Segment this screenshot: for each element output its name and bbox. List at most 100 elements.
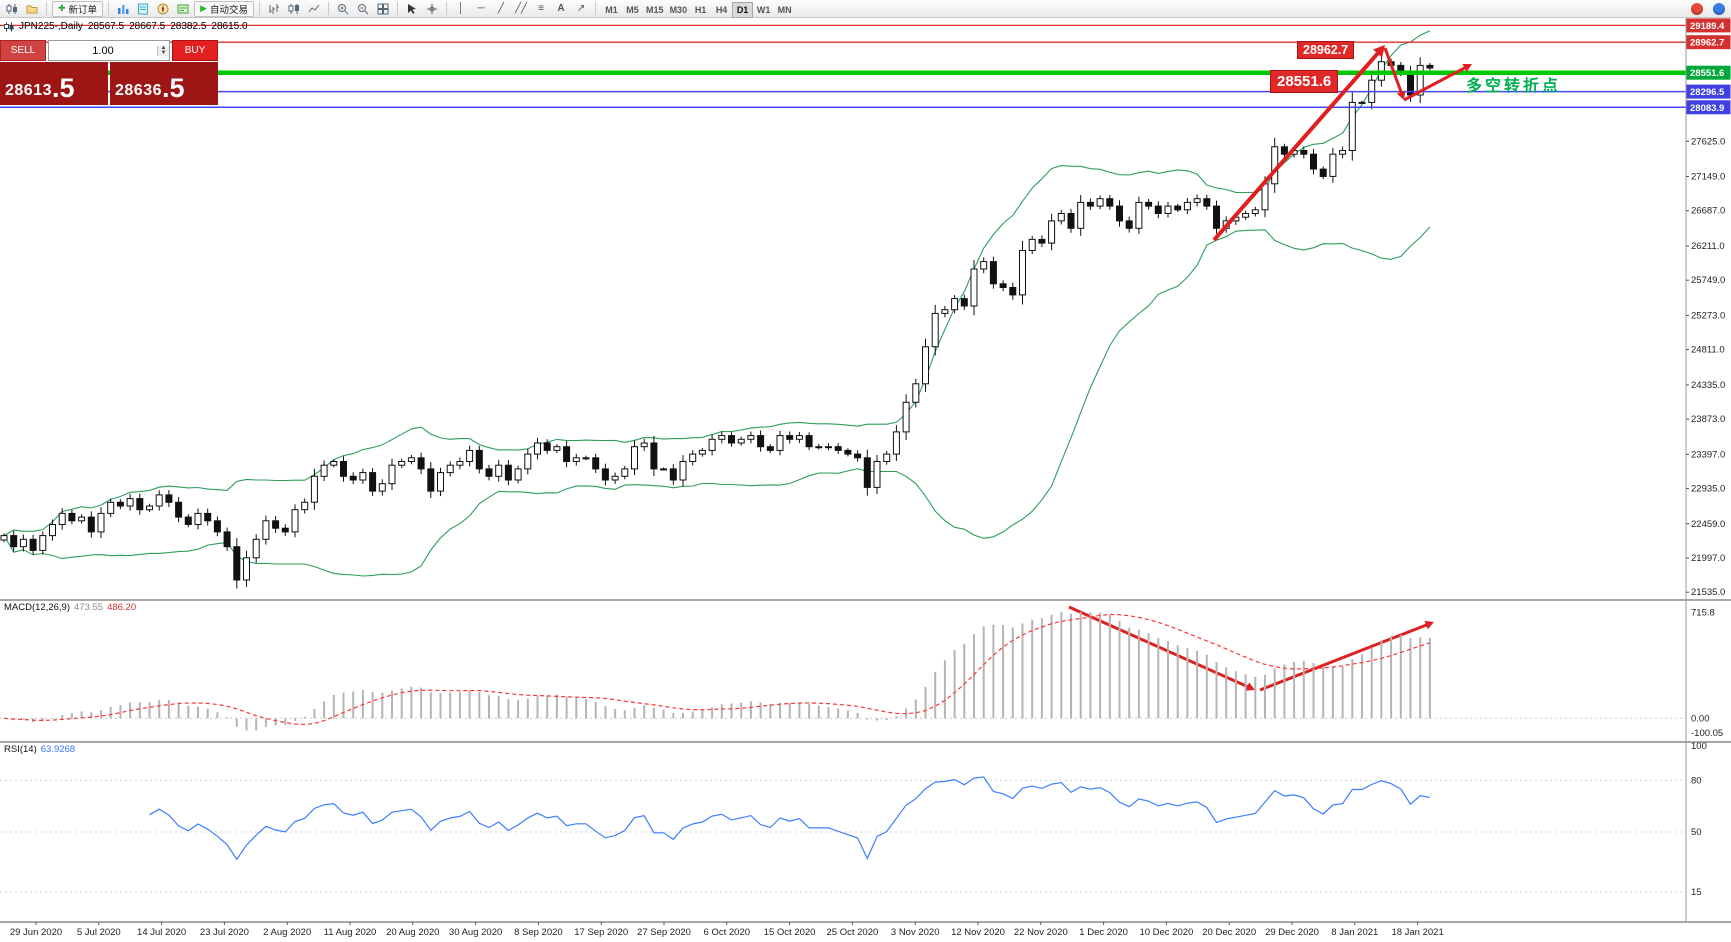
profiles-icon[interactable]	[23, 1, 41, 17]
channel-icon[interactable]: ╱╱	[512, 1, 530, 17]
buy-price-frac: .5	[162, 73, 185, 104]
toolbar-right-group	[1688, 1, 1728, 17]
timeframe-mn-button[interactable]: MN	[774, 2, 795, 18]
new-order-button[interactable]: ✚ 新订单	[52, 0, 104, 17]
svg-text:12 Nov 2020: 12 Nov 2020	[951, 927, 1005, 938]
timeframe-h1-button[interactable]: H1	[690, 2, 711, 18]
plus-icon: ✚	[58, 3, 66, 13]
zoom-out-icon[interactable]	[354, 1, 372, 17]
community-icon[interactable]	[1710, 1, 1728, 17]
svg-text:23397.0: 23397.0	[1691, 449, 1725, 460]
timeframe-m5-button[interactable]: M5	[622, 2, 643, 18]
time-axis[interactable]: 29 Jun 2020 5 Jul 2020 14 Jul 2020 23 Jul 2…	[10, 922, 1444, 938]
svg-text:29 Jun 2020: 29 Jun 2020	[10, 927, 62, 938]
autotrading-button[interactable]: ▶ 自动交易	[194, 0, 254, 17]
fibonacci-icon[interactable]: ≡	[532, 1, 550, 17]
svg-text:25 Oct 2020: 25 Oct 2020	[827, 927, 879, 938]
macd-main-value: 473.55	[74, 602, 104, 613]
macd-pane	[0, 611, 1686, 731]
svg-text:100: 100	[1691, 741, 1707, 752]
lot-increase-button[interactable]: ▲	[158, 45, 169, 51]
support-price-label[interactable]: 28551.6	[1270, 70, 1339, 93]
toolbar-separator	[46, 2, 47, 15]
timeframe-d1-button[interactable]: D1	[732, 1, 754, 18]
svg-text:28296.5: 28296.5	[1690, 87, 1725, 98]
svg-text:21997.0: 21997.0	[1691, 553, 1725, 564]
navigator-icon[interactable]	[154, 1, 172, 17]
buy-price[interactable]: 28636 .5	[110, 62, 218, 105]
symbol-chart-icon	[4, 22, 14, 31]
notification-icon[interactable]	[1688, 1, 1706, 17]
arrow-tools-icon[interactable]: ↗	[572, 1, 590, 17]
bollinger-bands	[3, 30, 1431, 577]
svg-text:11 Aug 2020: 11 Aug 2020	[324, 927, 377, 938]
svg-text:15: 15	[1691, 887, 1702, 898]
sell-price-whole: 28613	[5, 82, 52, 99]
timeframe-w1-button[interactable]: W1	[753, 2, 774, 18]
svg-text:29 Dec 2020: 29 Dec 2020	[1265, 927, 1319, 938]
autotrading-label: 自动交易	[209, 4, 248, 16]
lot-size-field[interactable]: 1.00 ▲ ▼	[48, 40, 170, 61]
toolbar: ✚ 新订单 ▶ 自动交易 │ ─ ╱ ╱╱	[0, 0, 1731, 18]
new-chart-icon[interactable]	[3, 1, 21, 17]
line-chart-icon[interactable]	[305, 1, 323, 17]
crosshair-icon[interactable]	[423, 1, 441, 17]
svg-text:14 Jul 2020: 14 Jul 2020	[137, 927, 186, 938]
svg-text:0.00: 0.00	[1691, 713, 1710, 724]
svg-text:28551.6: 28551.6	[1690, 68, 1724, 79]
svg-text:10 Dec 2020: 10 Dec 2020	[1139, 927, 1193, 938]
new-order-label: 新订单	[68, 4, 98, 16]
zoom-in-icon[interactable]	[334, 1, 352, 17]
data-window-icon[interactable]	[134, 1, 152, 17]
cursor-icon[interactable]	[403, 1, 421, 17]
candlestick-chart-icon[interactable]	[285, 1, 303, 17]
sell-button[interactable]: SELL	[0, 40, 46, 61]
timeframe-m15-button[interactable]: M15	[643, 2, 667, 18]
svg-text:18 Jan 2021: 18 Jan 2021	[1391, 927, 1443, 938]
svg-text:24335.0: 24335.0	[1691, 380, 1725, 391]
svg-text:22459.0: 22459.0	[1691, 519, 1725, 530]
timeframe-m30-button[interactable]: M30	[667, 2, 691, 18]
horizontal-line-icon[interactable]: ─	[472, 1, 490, 17]
toolbar-separator	[328, 2, 329, 15]
svg-text:22 Nov 2020: 22 Nov 2020	[1014, 927, 1068, 938]
pane-separators[interactable]	[0, 18, 1731, 923]
text-label-icon[interactable]: A	[552, 1, 570, 17]
low-value: 28382.5	[170, 21, 207, 32]
svg-text:26211.0: 26211.0	[1691, 241, 1725, 252]
horizontal-price-lines[interactable]	[0, 24, 1686, 109]
tile-windows-icon[interactable]	[374, 1, 392, 17]
timeframe-m1-button[interactable]: M1	[601, 2, 622, 18]
turning-point-note[interactable]: 多空转折点	[1466, 78, 1562, 95]
svg-text:30 Aug 2020: 30 Aug 2020	[449, 927, 502, 938]
price-scale[interactable]: 27625.0 27149.0 26687.0 26211.0 25749.0 25273…	[1686, 18, 1731, 898]
timeframe-h4-button[interactable]: H4	[711, 2, 732, 18]
svg-text:27149.0: 27149.0	[1691, 172, 1725, 183]
bar-chart-icon[interactable]	[265, 1, 283, 17]
toolbar-separator	[108, 2, 110, 15]
svg-text:17 Sep 2020: 17 Sep 2020	[574, 927, 628, 938]
svg-text:29189.4: 29189.4	[1690, 21, 1725, 32]
trendline-icon[interactable]: ╱	[492, 1, 510, 17]
lot-decrease-button[interactable]: ▼	[158, 50, 169, 56]
timeframe-group: M1 M5 M15 M30 H1 H4 D1 W1 MN	[601, 0, 795, 18]
svg-text:25273.0: 25273.0	[1691, 310, 1725, 321]
terminal-icon[interactable]	[174, 1, 192, 17]
svg-text:1 Dec 2020: 1 Dec 2020	[1079, 927, 1128, 938]
market-watch-icon[interactable]	[114, 1, 132, 17]
resistance-price-label[interactable]: 28962.7	[1297, 41, 1355, 59]
sell-price[interactable]: 28613 .5	[0, 62, 108, 105]
buy-button[interactable]: BUY	[172, 40, 218, 61]
svg-text:3 Nov 2020: 3 Nov 2020	[891, 927, 940, 938]
vertical-line-icon[interactable]: │	[452, 1, 470, 17]
rsi-value: 63.9268	[40, 744, 76, 755]
rsi-indicator-label: RSI(14) 63.9268	[4, 744, 75, 755]
trend-arrows[interactable]	[1068, 45, 1472, 692]
svg-text:24811.0: 24811.0	[1691, 345, 1725, 356]
svg-text:2 Aug 2020: 2 Aug 2020	[263, 927, 311, 938]
svg-text:-100.05: -100.05	[1691, 728, 1723, 739]
close-value: 28615.0	[211, 21, 248, 32]
lot-value[interactable]: 1.00	[92, 44, 114, 57]
buy-price-whole: 28636	[115, 82, 162, 99]
